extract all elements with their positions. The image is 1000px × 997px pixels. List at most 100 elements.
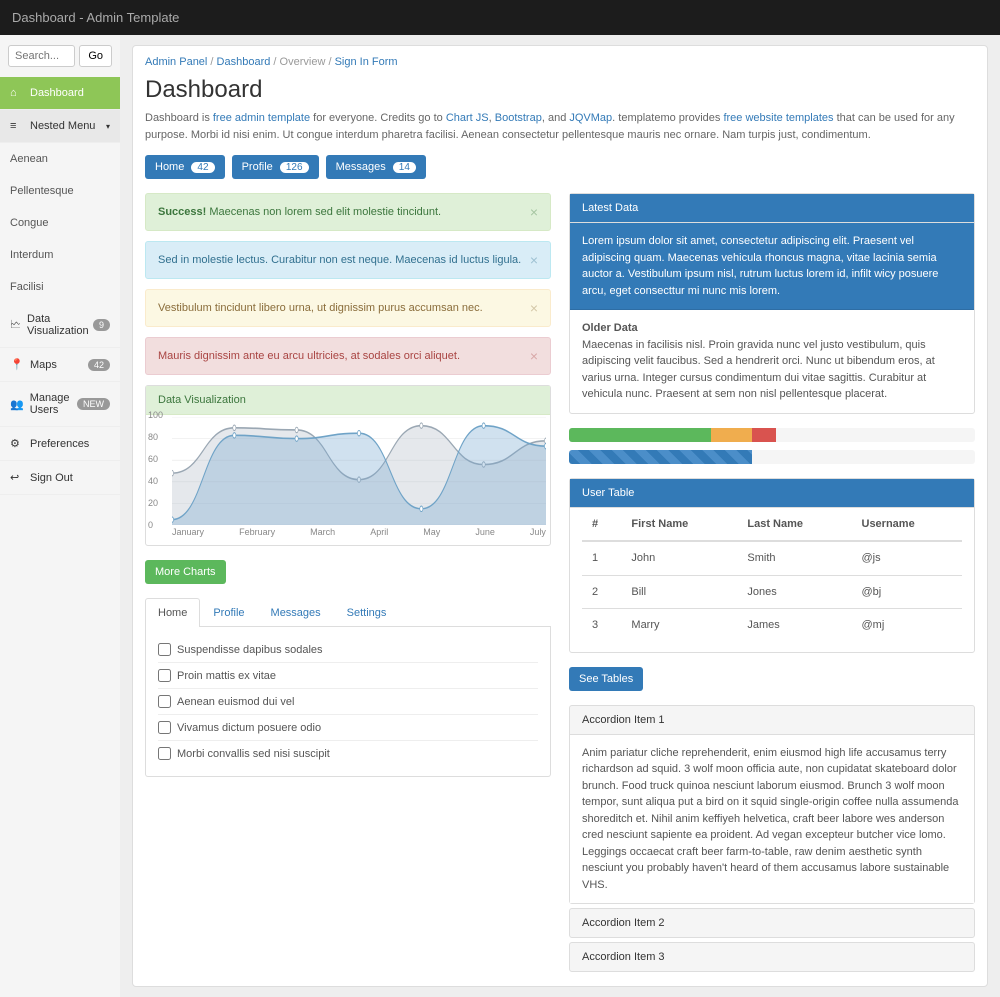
page-title: Dashboard bbox=[145, 76, 975, 104]
accordion-header[interactable]: Accordion Item 3 bbox=[570, 943, 974, 971]
progress-stacked bbox=[569, 428, 975, 442]
accordion: Accordion Item 1 Anim pariatur cliche re… bbox=[569, 705, 975, 973]
nav-label: Sign Out bbox=[30, 472, 73, 484]
todo-item: Vivamus dictum posuere odio bbox=[158, 715, 538, 741]
progress-seg-yellow bbox=[711, 428, 752, 442]
todo-checkbox[interactable] bbox=[158, 643, 171, 656]
nav-sub-aenean[interactable]: Aenean bbox=[0, 143, 120, 175]
nav-sub-pellentesque[interactable]: Pellentesque bbox=[0, 175, 120, 207]
nav-data-visualization[interactable]: 🗠 Data Visualization 9 bbox=[0, 303, 120, 348]
close-icon[interactable]: × bbox=[530, 348, 538, 364]
nav-maps[interactable]: 📍 Maps 42 bbox=[0, 348, 120, 382]
pill-count: 14 bbox=[393, 162, 416, 173]
right-column: Latest Data Lorem ipsum dolor sit amet, … bbox=[569, 193, 975, 976]
older-section: Older Data Maecenas in facilisis nisl. P… bbox=[570, 310, 974, 413]
link-jqvmap[interactable]: JQVMap bbox=[569, 112, 612, 124]
panel-body: Lorem ipsum dolor sit amet, consectetur … bbox=[570, 223, 974, 310]
nav-manage-users[interactable]: 👥 Manage Users NEW bbox=[0, 382, 120, 427]
pill-profile[interactable]: Profile 126 bbox=[232, 155, 319, 179]
line-chart: 100 80 60 40 20 0 bbox=[146, 415, 550, 525]
close-icon[interactable]: × bbox=[530, 300, 538, 316]
table-row: 2BillJones@bj bbox=[582, 575, 962, 609]
content-panel: Admin Panel / Dashboard / Overview / Sig… bbox=[132, 45, 988, 987]
pill-count: 42 bbox=[191, 162, 214, 173]
accordion-item: Accordion Item 1 Anim pariatur cliche re… bbox=[569, 705, 975, 905]
link-chartjs[interactable]: Chart JS bbox=[446, 112, 489, 124]
panel-header: Data Visualization bbox=[146, 386, 550, 415]
alert-danger: Mauris dignissim ante eu arcu ultricies,… bbox=[145, 337, 551, 375]
nav-badge: 42 bbox=[88, 359, 110, 371]
progress-striped-bar bbox=[569, 450, 752, 464]
app-title: Dashboard - Admin Template bbox=[12, 10, 179, 25]
gear-icon: ⚙ bbox=[10, 437, 24, 450]
nav-dashboard[interactable]: ⌂ Dashboard bbox=[0, 77, 120, 110]
nav-label: Maps bbox=[30, 359, 57, 371]
nav-nested-menu[interactable]: ≡ Nested Menu ▾ bbox=[0, 110, 120, 143]
tab-messages[interactable]: Messages bbox=[258, 598, 334, 627]
nav-label: Data Visualization bbox=[27, 313, 93, 337]
signout-icon: ↩ bbox=[10, 471, 24, 484]
todo-item: Aenean euismod dui vel bbox=[158, 689, 538, 715]
close-icon[interactable]: × bbox=[530, 204, 538, 220]
crumb-overview: Overview bbox=[280, 56, 326, 68]
todo-checkbox[interactable] bbox=[158, 721, 171, 734]
chart-xlabels: JanuaryFebruaryMarchAprilMayJuneJuly bbox=[146, 525, 550, 545]
link-template[interactable]: free admin template bbox=[213, 112, 310, 124]
link-bootstrap[interactable]: Bootstrap bbox=[495, 112, 542, 124]
chart-icon: 🗠 bbox=[10, 316, 21, 335]
close-icon[interactable]: × bbox=[530, 252, 538, 268]
alert-success: Success! Maecenas non lorem sed elit mol… bbox=[145, 193, 551, 231]
crumb-admin[interactable]: Admin Panel bbox=[145, 56, 207, 68]
older-title: Older Data bbox=[582, 322, 638, 334]
accordion-body: Anim pariatur cliche reprehenderit, enim… bbox=[570, 734, 974, 904]
search-go-button[interactable]: Go bbox=[79, 45, 112, 67]
tab-profile[interactable]: Profile bbox=[200, 598, 257, 627]
pill-row: Home 42 Profile 126 Messages 14 bbox=[145, 155, 975, 179]
todo-item: Morbi convallis sed nisi suscipit bbox=[158, 741, 538, 766]
tab-settings[interactable]: Settings bbox=[334, 598, 400, 627]
th-last: Last Name bbox=[737, 508, 851, 542]
list-icon: ≡ bbox=[10, 120, 24, 132]
nav-sub-facilisi[interactable]: Facilisi bbox=[0, 271, 120, 303]
todo-checkbox[interactable] bbox=[158, 747, 171, 760]
nav-badge-new: NEW bbox=[77, 398, 110, 410]
nav-sub-interdum[interactable]: Interdum bbox=[0, 239, 120, 271]
nav-label: Preferences bbox=[30, 438, 89, 450]
topbar: Dashboard - Admin Template bbox=[0, 0, 1000, 35]
left-column: Success! Maecenas non lorem sed elit mol… bbox=[145, 193, 551, 976]
pill-messages[interactable]: Messages 14 bbox=[326, 155, 426, 179]
chart-panel: Data Visualization 100 80 60 40 20 0 Jan… bbox=[145, 385, 551, 546]
todo-checkbox[interactable] bbox=[158, 669, 171, 682]
search-row: Go bbox=[0, 35, 120, 77]
nav-signout[interactable]: ↩ Sign Out bbox=[0, 461, 120, 495]
latest-panel: Latest Data Lorem ipsum dolor sit amet, … bbox=[569, 193, 975, 414]
todo-item: Proin mattis ex vitae bbox=[158, 663, 538, 689]
see-tables-button[interactable]: See Tables bbox=[569, 667, 643, 691]
marker-icon: 📍 bbox=[10, 358, 24, 371]
table-row: 3MarryJames@mj bbox=[582, 609, 962, 642]
accordion-item: Accordion Item 3 bbox=[569, 942, 975, 972]
breadcrumb: Admin Panel / Dashboard / Overview / Sig… bbox=[145, 56, 975, 68]
user-table: # First Name Last Name Username 1JohnSmi… bbox=[582, 508, 962, 642]
usertable-panel: User Table # First Name Last Name Userna… bbox=[569, 478, 975, 653]
crumb-signin[interactable]: Sign In Form bbox=[335, 56, 398, 68]
search-input[interactable] bbox=[8, 45, 75, 67]
accordion-header[interactable]: Accordion Item 2 bbox=[570, 909, 974, 937]
panel-header: User Table bbox=[570, 479, 974, 508]
todo-checkbox[interactable] bbox=[158, 695, 171, 708]
accordion-header[interactable]: Accordion Item 1 bbox=[570, 706, 974, 734]
pill-home[interactable]: Home 42 bbox=[145, 155, 225, 179]
nav-sub-congue[interactable]: Congue bbox=[0, 207, 120, 239]
more-charts-button[interactable]: More Charts bbox=[145, 560, 226, 584]
main: Admin Panel / Dashboard / Overview / Sig… bbox=[120, 35, 1000, 997]
nav-label: Nested Menu bbox=[30, 120, 95, 132]
sidebar: Go ⌂ Dashboard ≡ Nested Menu ▾ Aenean Pe… bbox=[0, 35, 120, 997]
tab-home[interactable]: Home bbox=[145, 598, 200, 627]
home-icon: ⌂ bbox=[10, 87, 24, 99]
panel-header: Latest Data bbox=[570, 194, 974, 223]
nav-preferences[interactable]: ⚙ Preferences bbox=[0, 427, 120, 461]
crumb-dashboard[interactable]: Dashboard bbox=[217, 56, 271, 68]
link-free-templates[interactable]: free website templates bbox=[723, 112, 833, 124]
alert-warning: Vestibulum tincidunt libero urna, ut dig… bbox=[145, 289, 551, 327]
older-body: Maecenas in facilisis nisl. Proin gravid… bbox=[582, 339, 935, 401]
